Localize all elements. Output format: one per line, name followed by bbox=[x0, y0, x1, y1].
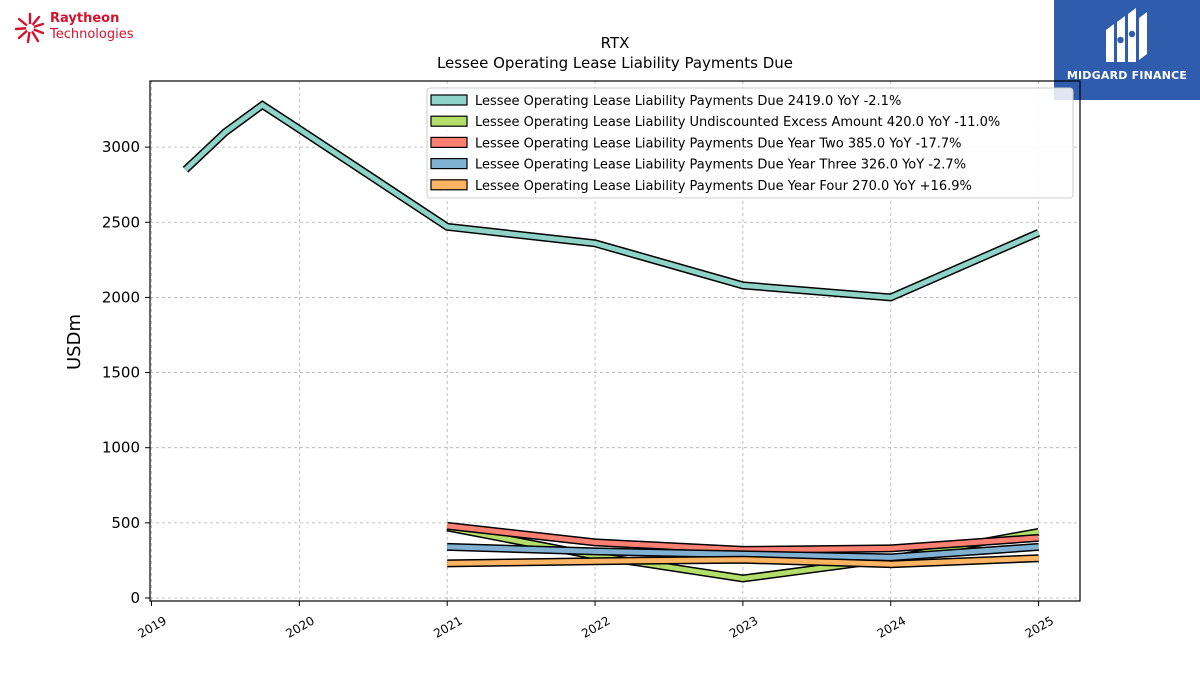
legend-box bbox=[426, 87, 1074, 199]
y-tick-label: 1500 bbox=[102, 364, 140, 382]
data-point bbox=[185, 169, 186, 171]
y-tick-label: 3000 bbox=[102, 138, 140, 156]
legend-entry-label: Lessee Operating Lease Liability Payment… bbox=[475, 158, 966, 173]
data-point bbox=[742, 553, 744, 555]
legend-swatch bbox=[430, 179, 468, 191]
legend-entry-label: Lessee Operating Lease Liability Payment… bbox=[475, 94, 901, 109]
legend-swatch bbox=[430, 158, 468, 170]
x-tick-label: 2020 bbox=[283, 613, 316, 640]
gridlines bbox=[150, 81, 1080, 601]
chart-title: RTX bbox=[601, 34, 630, 52]
data-point bbox=[446, 546, 448, 548]
midgard-finance-logo: MIDGARD FINANCE bbox=[1054, 0, 1200, 100]
x-tick-label: 2024 bbox=[875, 613, 908, 640]
data-point bbox=[594, 560, 596, 562]
raytheon-sunburst-icon bbox=[14, 12, 45, 44]
data-point bbox=[742, 549, 744, 551]
y-tick-label: 0 bbox=[130, 589, 140, 607]
data-point bbox=[594, 242, 596, 244]
data-point bbox=[261, 104, 263, 106]
raytheon-logo: Raytheon Technologies bbox=[14, 10, 154, 46]
data-point bbox=[1038, 531, 1040, 533]
data-point bbox=[446, 562, 448, 564]
legend-swatch bbox=[430, 94, 468, 106]
data-point bbox=[1038, 537, 1040, 539]
data-point bbox=[1038, 557, 1040, 559]
data-point bbox=[1038, 546, 1040, 548]
series-line-3 bbox=[446, 542, 1040, 562]
data-point bbox=[594, 550, 596, 552]
y-axis-label: USDm bbox=[64, 314, 85, 370]
series-line-4 bbox=[446, 554, 1040, 569]
y-tick-label: 2500 bbox=[102, 213, 140, 231]
x-tick-label: 2023 bbox=[727, 613, 760, 640]
data-point bbox=[298, 128, 300, 130]
data-point bbox=[594, 541, 596, 543]
plot-frame bbox=[149, 80, 1081, 602]
legend-entry-label: Lessee Operating Lease Liability Undisco… bbox=[475, 115, 1000, 130]
x-tick-label: 2022 bbox=[579, 613, 612, 640]
logo-line-2: Technologies bbox=[50, 27, 134, 42]
y-tick-label: 1000 bbox=[102, 439, 140, 457]
midgard-emblem-icon bbox=[1106, 8, 1147, 62]
midgard-finance-text: MIDGARD FINANCE bbox=[1066, 69, 1188, 82]
legend-swatch bbox=[430, 136, 468, 148]
series-line-0 bbox=[182, 100, 1041, 302]
data-point bbox=[1038, 232, 1040, 234]
data-point bbox=[446, 525, 448, 527]
data-point bbox=[742, 578, 744, 579]
legend-entry-label: Lessee Operating Lease Liability Payment… bbox=[475, 136, 961, 151]
series-lines bbox=[182, 100, 1041, 583]
legend-swatch bbox=[430, 115, 468, 127]
series-line-2 bbox=[446, 521, 1040, 554]
data-point bbox=[446, 226, 448, 228]
legend-entry-label: Lessee Operating Lease Liability Payment… bbox=[475, 179, 972, 194]
data-point bbox=[890, 556, 892, 558]
data-point bbox=[224, 131, 226, 133]
y-tick-label: 2000 bbox=[102, 288, 140, 306]
chart-subtitle: Lessee Operating Lease Liability Payment… bbox=[437, 54, 793, 72]
x-tick-label: 2021 bbox=[431, 613, 464, 640]
data-point bbox=[742, 284, 744, 286]
logo-line-1: Raytheon bbox=[50, 11, 120, 26]
data-point bbox=[890, 563, 892, 565]
data-point bbox=[890, 296, 892, 298]
data-point bbox=[594, 555, 596, 557]
x-tick-label: 2025 bbox=[1023, 613, 1056, 640]
legend: Lessee Operating Lease Liability Payment… bbox=[426, 87, 1074, 199]
data-point bbox=[890, 547, 892, 549]
y-tick-label: 500 bbox=[111, 514, 140, 532]
data-point bbox=[742, 559, 744, 561]
x-tick-label: 2019 bbox=[136, 613, 169, 640]
